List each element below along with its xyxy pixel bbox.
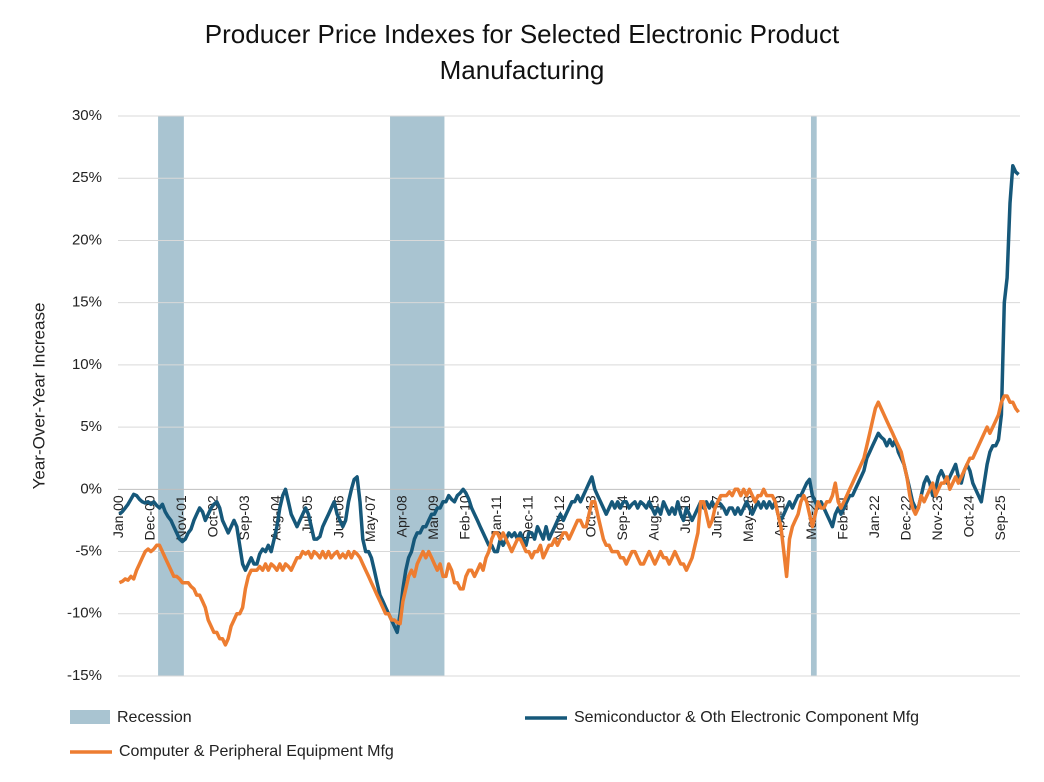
y-tick-label: 0%	[80, 480, 102, 497]
x-tick-label: Jan-22	[866, 495, 882, 538]
y-tick-label: 15%	[72, 294, 102, 311]
y-tick-label: 10%	[72, 356, 102, 373]
x-tick-label: Jan-11	[488, 495, 504, 537]
legend-label: Semiconductor & Oth Electronic Component…	[574, 709, 919, 726]
series-line	[118, 164, 1020, 635]
x-tick-label: Sep-25	[992, 495, 1008, 540]
x-tick-label: Feb-10	[457, 495, 473, 540]
y-tick-label: 25%	[72, 169, 102, 186]
y-tick-label: -10%	[67, 605, 102, 622]
x-tick-label: Apr-08	[394, 495, 410, 537]
series-line	[118, 394, 1020, 647]
chart-title: Producer Price Indexes for Selected Elec…	[204, 19, 840, 85]
x-tick-label: Nov-01	[173, 495, 189, 540]
y-tick-label: 20%	[72, 231, 102, 248]
x-tick-label: Dec-11	[520, 495, 536, 539]
x-tick-label: Oct-24	[961, 495, 977, 537]
recession-band	[810, 116, 817, 676]
y-tick-label: 30%	[72, 107, 102, 124]
x-tick-label: May-07	[362, 495, 378, 542]
x-tick-label: Mar-09	[425, 495, 441, 540]
x-tick-label: Sep-03	[236, 495, 252, 540]
recession-band	[158, 116, 184, 676]
legend-swatch	[70, 710, 110, 724]
y-axis-label: Year-Over-Year Increase	[29, 303, 48, 490]
recession-band	[390, 116, 445, 676]
y-tick-label: -5%	[75, 543, 102, 560]
x-tick-label: Oct-02	[205, 495, 221, 537]
x-tick-label: Jan-00	[110, 495, 126, 538]
x-tick-label: Dec-22	[898, 495, 914, 540]
x-tick-label: Dec-00	[142, 495, 158, 540]
x-tick-label: Nov-23	[929, 495, 945, 540]
y-tick-label: 5%	[80, 418, 102, 435]
legend-label: Recession	[117, 709, 192, 726]
y-tick-label: -15%	[67, 667, 102, 684]
legend-label: Computer & Peripheral Equipment Mfg	[119, 743, 394, 760]
